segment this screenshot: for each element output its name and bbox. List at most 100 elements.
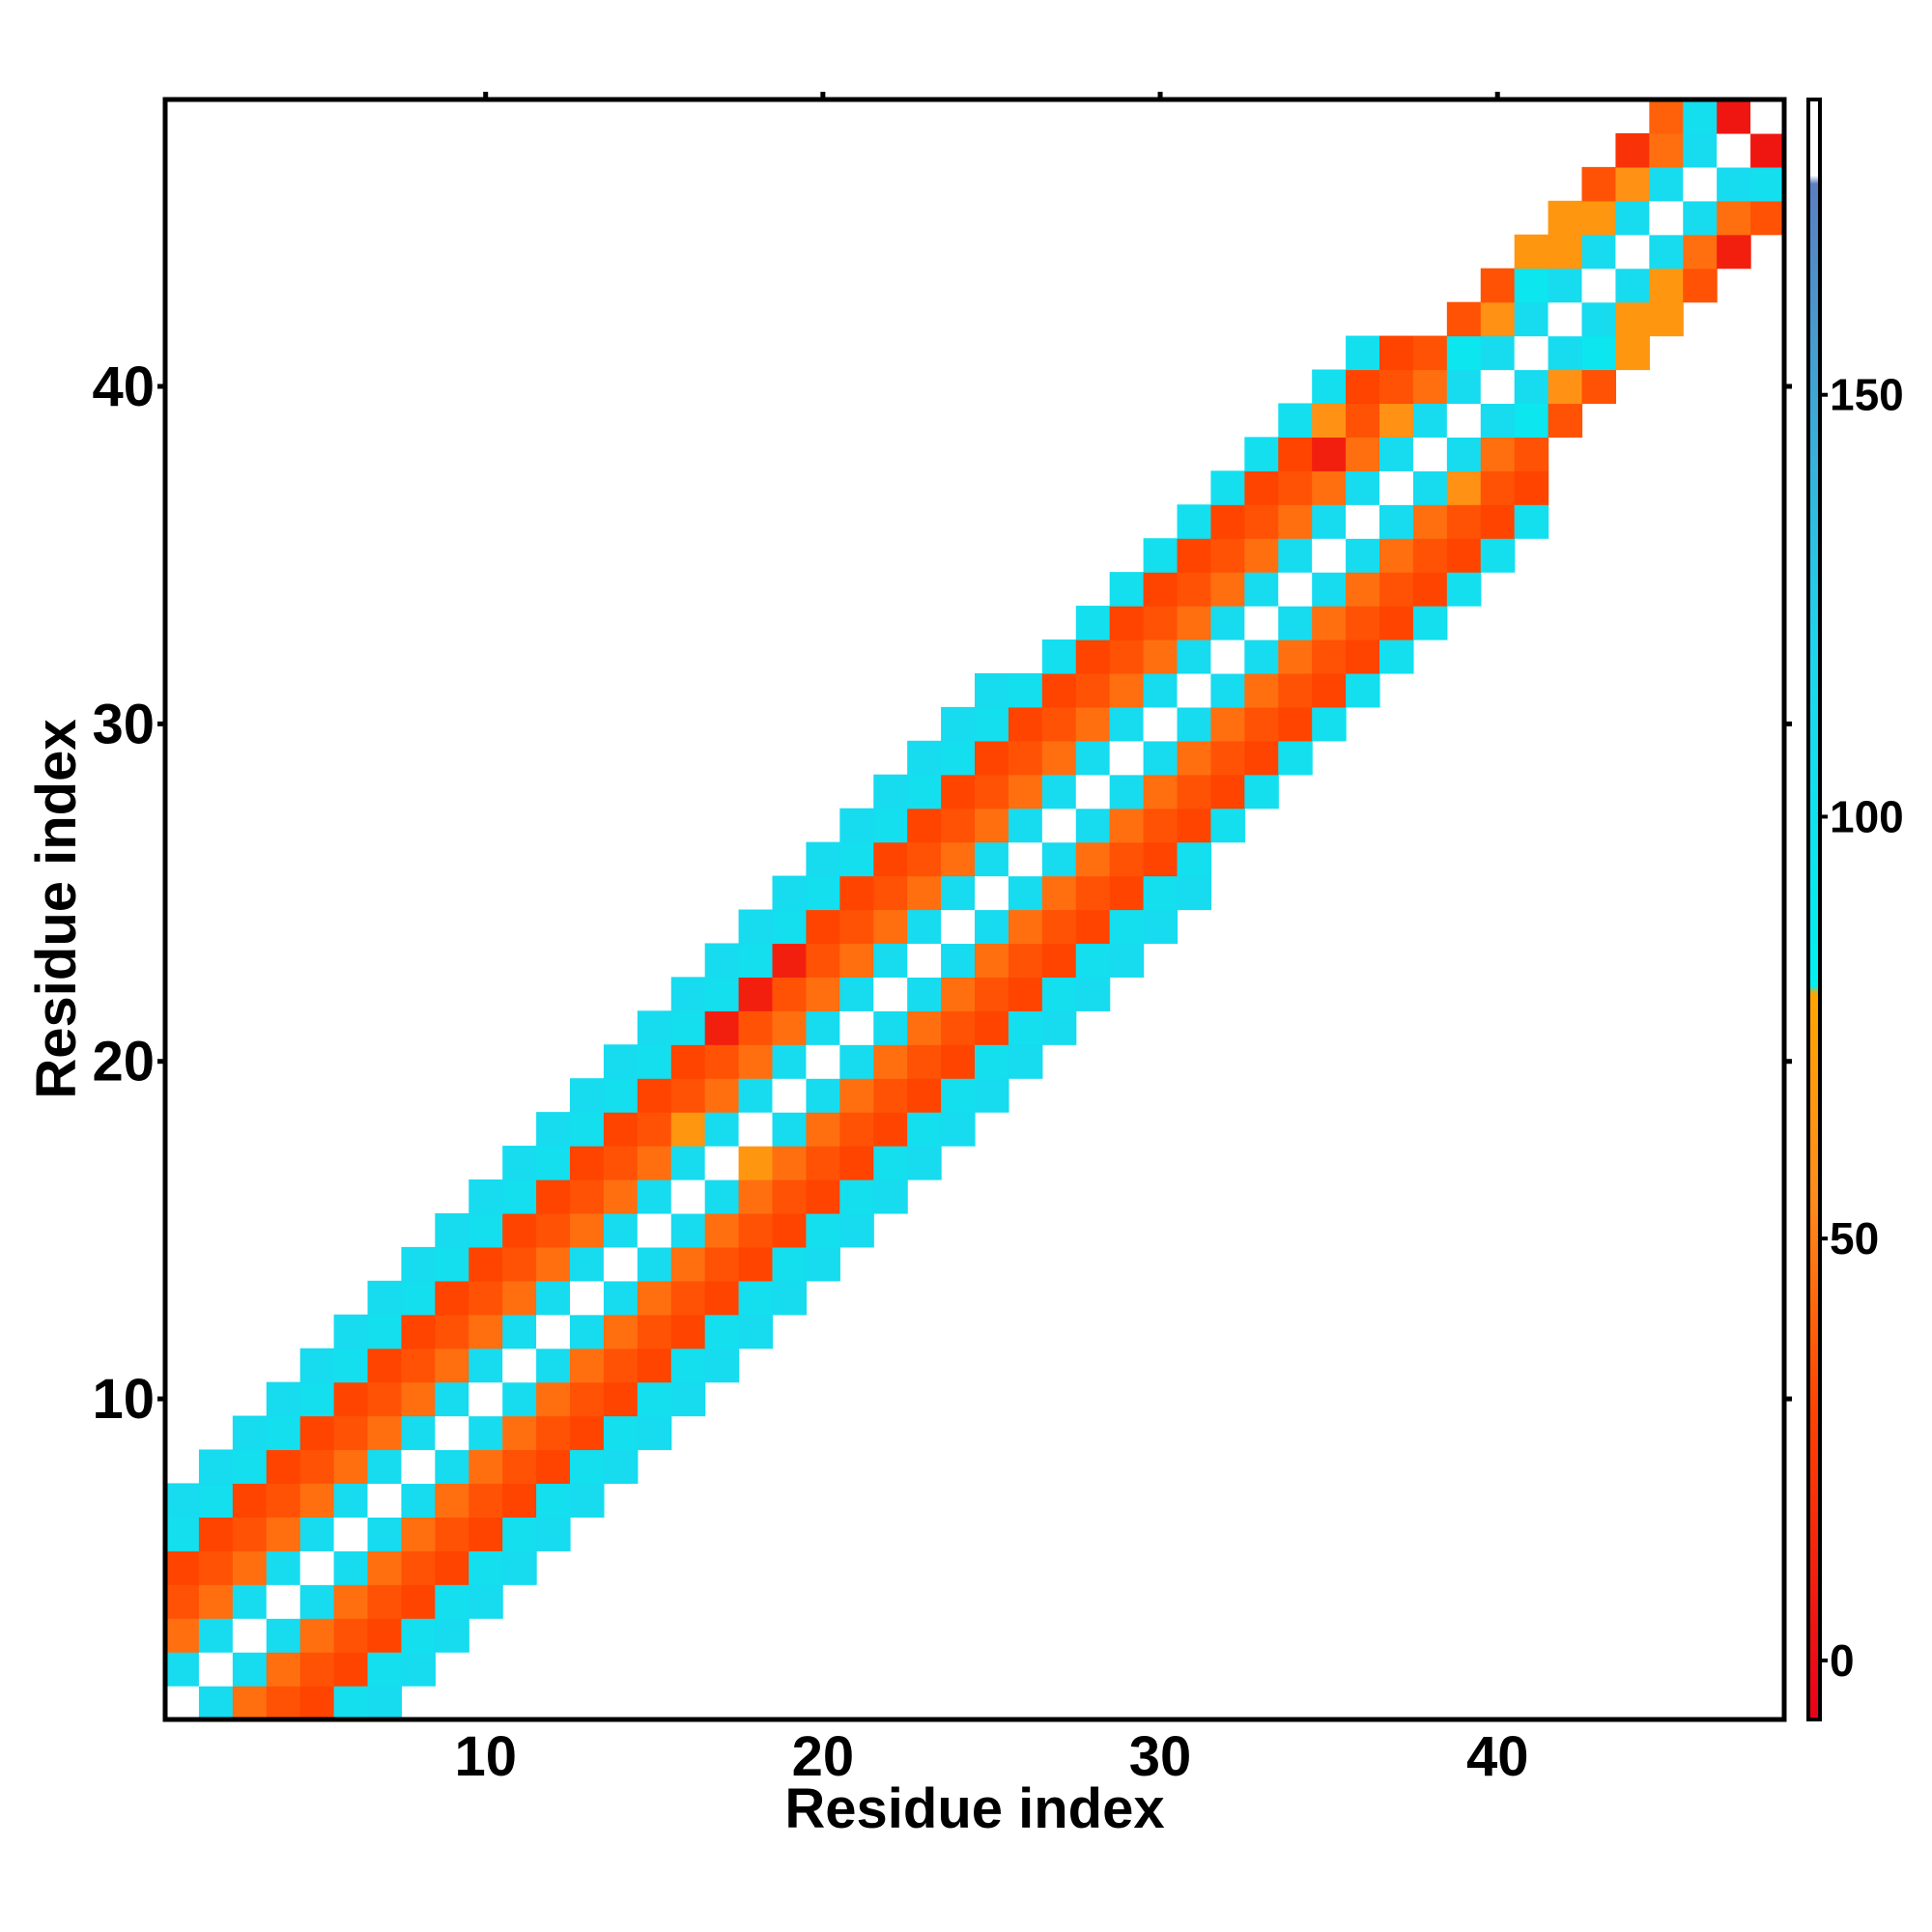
heatmap-cell xyxy=(1750,200,1785,236)
heatmap-cell xyxy=(772,943,808,978)
heatmap-cell xyxy=(975,1078,1009,1113)
heatmap-cell xyxy=(873,977,908,1011)
heatmap-cell xyxy=(907,1112,942,1147)
heatmap-cell xyxy=(907,977,942,1011)
heatmap-cell xyxy=(1683,268,1718,303)
heatmap-cell xyxy=(1143,672,1179,708)
heatmap-cell xyxy=(1615,234,1650,270)
heatmap-cell xyxy=(1379,369,1414,405)
heatmap-cell xyxy=(266,1449,301,1485)
heatmap-cell xyxy=(738,1078,774,1113)
heatmap-cell xyxy=(1210,706,1245,742)
heatmap-cell xyxy=(1412,470,1448,505)
heatmap-cell xyxy=(1750,99,1785,134)
heatmap-cell xyxy=(1615,268,1650,303)
heatmap-cell xyxy=(401,1652,436,1687)
heatmap-cells xyxy=(165,99,1785,1720)
heatmap-cell xyxy=(333,1314,369,1350)
heatmap-cell xyxy=(1480,369,1516,405)
heatmap-cell xyxy=(435,1280,469,1316)
heatmap-cell xyxy=(806,1044,840,1079)
heatmap-cell xyxy=(401,1584,436,1619)
heatmap-cell xyxy=(1548,403,1583,438)
heatmap-cell xyxy=(1446,403,1482,438)
heatmap-cell xyxy=(469,1517,503,1551)
heatmap-cell xyxy=(1075,875,1111,911)
heatmap-cell xyxy=(1514,504,1549,539)
heatmap-cell xyxy=(502,1146,537,1180)
heatmap-cell xyxy=(873,1146,908,1180)
heatmap-cell xyxy=(806,909,840,945)
heatmap-cell xyxy=(1480,437,1516,471)
heatmap-cell xyxy=(1177,606,1212,640)
heatmap-cell xyxy=(1008,1010,1043,1045)
heatmap-cell xyxy=(603,1179,639,1214)
heatmap-cell xyxy=(1177,672,1212,708)
heatmap-cell xyxy=(1278,606,1313,640)
heatmap-cell xyxy=(333,1415,369,1451)
heatmap-cell xyxy=(232,1686,268,1720)
heatmap-cell xyxy=(435,1246,469,1282)
heatmap-cell xyxy=(198,1652,234,1687)
heatmap-cell xyxy=(1346,470,1380,505)
heatmap-cell xyxy=(1143,639,1179,674)
heatmap-cell xyxy=(839,875,874,911)
heatmap-cell xyxy=(1717,234,1751,270)
heatmap-cell xyxy=(637,1381,672,1417)
heatmap-cell xyxy=(738,977,774,1011)
heatmap-cell xyxy=(299,1415,335,1451)
heatmap-cell xyxy=(401,1415,436,1451)
heatmap-cell xyxy=(772,1179,808,1214)
heatmap-cell xyxy=(1346,672,1380,708)
heatmap-cell xyxy=(907,875,942,911)
heatmap-cell xyxy=(1615,132,1650,168)
heatmap-cell xyxy=(637,1010,672,1045)
heatmap-cell xyxy=(165,1483,200,1518)
heatmap-cell xyxy=(1548,301,1583,337)
heatmap-cell xyxy=(1109,841,1145,877)
heatmap-cell xyxy=(1446,301,1482,337)
heatmap-cell xyxy=(975,875,1009,911)
heatmap-cell xyxy=(367,1415,403,1451)
heatmap-cell xyxy=(1480,538,1516,573)
heatmap-cell xyxy=(1446,538,1482,573)
heatmap-cell xyxy=(772,977,808,1011)
heatmap-cell xyxy=(1649,132,1684,168)
heatmap-cell xyxy=(1480,335,1516,371)
heatmap-cell xyxy=(401,1280,436,1316)
heatmap-cell xyxy=(1143,572,1179,607)
heatmap-cell xyxy=(198,1517,234,1551)
heatmap-cell xyxy=(1412,504,1448,539)
heatmap-cell xyxy=(704,1044,740,1079)
heatmap-cell xyxy=(367,1280,403,1316)
heatmap-cell xyxy=(367,1618,403,1653)
heatmap-cell xyxy=(1075,606,1111,640)
heatmap-cell xyxy=(1210,606,1245,640)
heatmap-cell xyxy=(670,1146,706,1180)
heatmap-cell xyxy=(502,1415,537,1451)
heatmap-cell xyxy=(502,1179,537,1214)
heatmap-cell xyxy=(1041,672,1077,708)
heatmap-cell xyxy=(469,1246,503,1282)
heatmap-cell xyxy=(299,1686,335,1720)
heatmap-cell xyxy=(670,1212,706,1248)
heatmap-cell xyxy=(603,1280,639,1316)
heatmap-cell xyxy=(299,1550,335,1585)
heatmap-cell xyxy=(1075,909,1111,945)
heatmap-cell xyxy=(1008,943,1043,978)
heatmap-cell xyxy=(1109,774,1145,810)
heatmap-cell xyxy=(536,1280,571,1316)
heatmap-cell xyxy=(1109,909,1145,945)
heatmap-cell xyxy=(1346,572,1380,607)
heatmap-cell xyxy=(772,1212,808,1248)
heatmap-cell xyxy=(975,706,1009,742)
heatmap-cell xyxy=(806,1212,840,1248)
heatmap-cell xyxy=(1548,200,1583,236)
heatmap-cell xyxy=(637,1246,672,1282)
heatmap-cell xyxy=(806,1112,840,1147)
heatmap-cell xyxy=(1683,166,1718,202)
heatmap-cell xyxy=(1244,572,1279,607)
heatmap-cell xyxy=(502,1246,537,1282)
heatmap-cell xyxy=(401,1550,436,1585)
heatmap-cell xyxy=(165,1652,200,1687)
